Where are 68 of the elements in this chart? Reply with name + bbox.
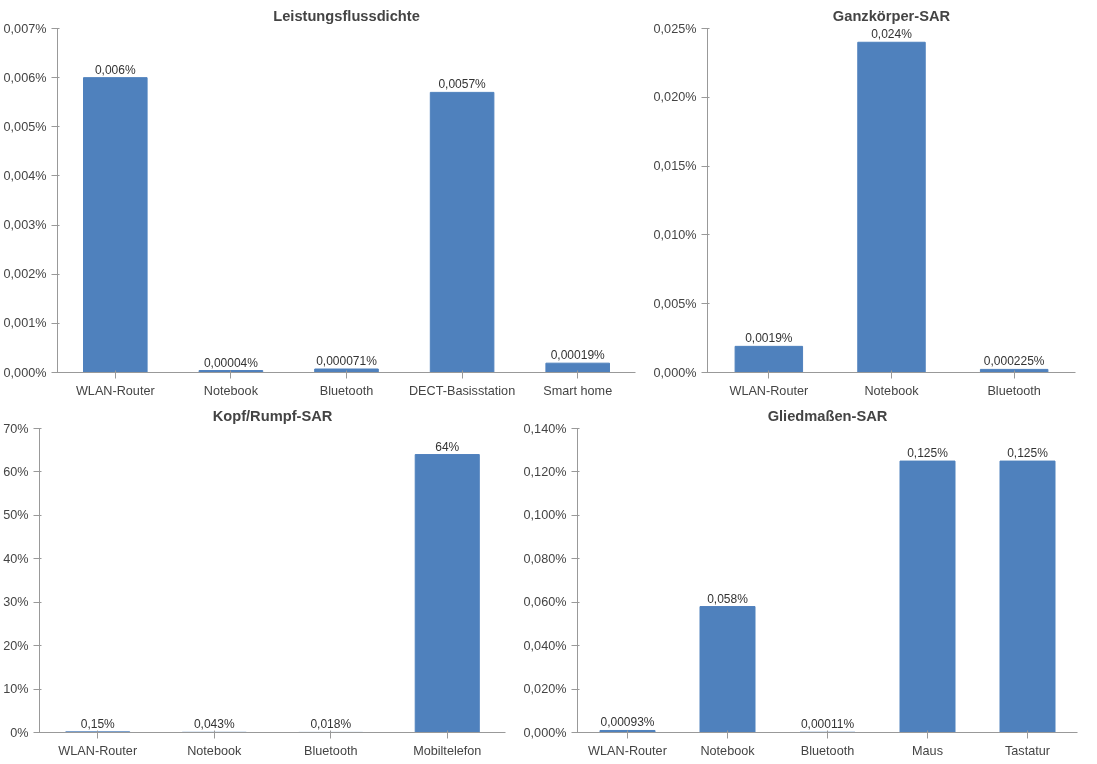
y-tick-label: 0,010%: [653, 227, 697, 242]
y-tick-label: 0,020%: [523, 682, 567, 697]
x-tick-label: Mobiltelefon: [413, 743, 482, 758]
y-tick-label: 40%: [3, 551, 29, 566]
x-tick-label: Notebook: [700, 743, 756, 758]
x-tick-label: WLAN-Router: [75, 383, 155, 398]
data-label: 0,0019%: [745, 331, 793, 346]
y-tick-label: 0%: [10, 725, 29, 740]
y-tick-label: 0,100%: [523, 508, 567, 523]
y-tick-label: 20%: [3, 638, 29, 653]
data-label: 0,000071%: [316, 354, 378, 369]
x-tick-label: Notebook: [203, 383, 259, 398]
y-tick-label: 0,120%: [523, 464, 567, 479]
y-tick-label: 0,001%: [3, 316, 47, 331]
y-tick-label: 0,000%: [653, 365, 697, 380]
x-tick-label: WLAN-Router: [58, 743, 138, 758]
data-label: 0,006%: [94, 62, 136, 77]
x-tick-label: Maus: [912, 743, 943, 758]
y-tick-label: 10%: [3, 682, 29, 697]
x-tick-label: Notebook: [864, 383, 920, 398]
data-label: 0,125%: [907, 446, 949, 461]
y-tick-label: 0,006%: [3, 70, 47, 85]
data-label: 64%: [435, 439, 460, 454]
data-label: 0,15%: [80, 716, 116, 731]
y-tick-label: 0,003%: [3, 218, 47, 233]
x-tick-label: Bluetooth: [319, 383, 374, 398]
y-tick-label: 50%: [3, 508, 29, 523]
y-tick-label: 0,002%: [3, 267, 47, 282]
y-tick-label: 60%: [3, 464, 29, 479]
y-tick-label: 0,025%: [653, 21, 697, 36]
data-label: 0,00019%: [550, 348, 606, 363]
y-tick-label: 0,140%: [523, 421, 567, 436]
x-tick-label: Notebook: [187, 743, 243, 758]
data-label: 0,0057%: [438, 77, 487, 92]
chart-title: Ganzkörper-SAR: [832, 7, 951, 24]
x-tick-label: Tastatur: [1004, 743, 1051, 758]
y-tick-label: 0,005%: [653, 296, 697, 311]
chart-title: Gliedmaßen-SAR: [767, 407, 888, 424]
y-tick-label: 0,080%: [523, 551, 567, 566]
y-tick-label: 0,000%: [3, 365, 47, 380]
x-tick-label: Bluetooth: [800, 743, 855, 758]
y-tick-label: 0,004%: [3, 168, 47, 183]
data-label: 0,00011%: [800, 717, 855, 732]
data-label: 0,058%: [707, 591, 749, 606]
chart-title: Kopf/Rumpf-SAR: [212, 407, 333, 424]
data-label: 0,000225%: [983, 354, 1045, 369]
data-label: 0,043%: [193, 717, 235, 732]
y-tick-label: 70%: [3, 421, 29, 436]
y-tick-label: 0,040%: [523, 638, 567, 653]
x-tick-label: Bluetooth: [304, 743, 358, 758]
y-tick-label: 0,000%: [523, 725, 567, 740]
y-tick-label: 0,020%: [653, 90, 697, 105]
x-tick-label: Bluetooth: [987, 383, 1041, 398]
x-tick-label: Smart home: [543, 383, 613, 398]
data-label: 0,125%: [1007, 446, 1049, 461]
data-label: 0,00004%: [203, 355, 259, 370]
chart-title: Leistungsflussdichte: [273, 7, 420, 24]
data-label: 0,018%: [310, 717, 352, 732]
data-label: 0,024%: [871, 27, 913, 42]
y-tick-label: 0,015%: [653, 159, 697, 174]
data-label: 0,00093%: [600, 715, 655, 730]
x-tick-label: DECT-Basisstation: [409, 383, 516, 398]
y-tick-label: 0,060%: [523, 595, 567, 610]
x-tick-label: WLAN-Router: [588, 743, 667, 758]
x-tick-label: WLAN-Router: [729, 383, 809, 398]
y-tick-label: 0,007%: [3, 21, 47, 36]
y-tick-label: 0,005%: [3, 119, 47, 134]
y-tick-label: 30%: [3, 595, 29, 610]
